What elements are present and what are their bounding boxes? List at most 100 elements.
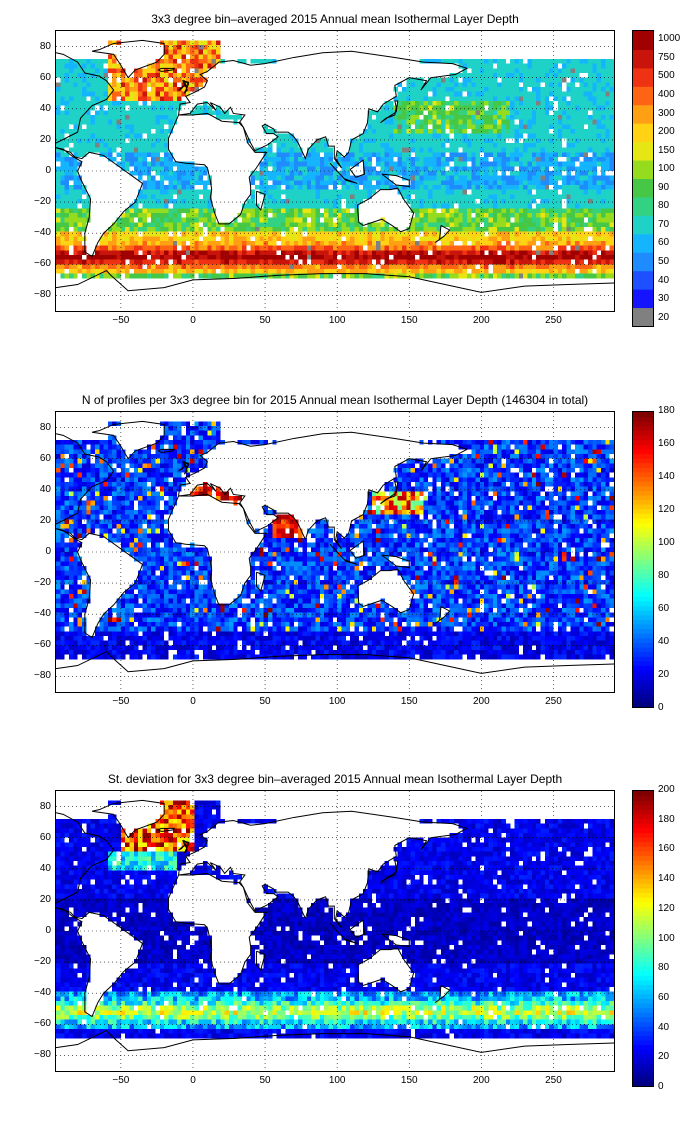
data-bin <box>302 213 307 218</box>
data-bin <box>198 59 204 64</box>
data-bin <box>497 227 502 232</box>
data-bin <box>540 273 545 279</box>
data-bin <box>164 129 169 134</box>
data-bin <box>488 213 493 218</box>
data-bin <box>497 87 502 92</box>
data-bin <box>285 138 290 144</box>
data-bin <box>259 175 264 181</box>
data-bin <box>596 73 602 78</box>
data-bin <box>384 255 390 260</box>
data-bin <box>410 119 416 125</box>
data-bin <box>324 222 329 228</box>
data-bin <box>64 203 70 209</box>
data-bin <box>609 161 614 167</box>
data-bin <box>445 245 450 251</box>
data-bin <box>466 245 472 251</box>
data-bin <box>90 129 96 134</box>
data-bin <box>549 180 554 186</box>
data-bin <box>94 119 100 125</box>
data-bin <box>337 245 342 251</box>
data-bin <box>570 143 576 148</box>
data-bin <box>276 138 282 144</box>
data-bin <box>229 259 234 265</box>
data-bin <box>445 440 450 445</box>
data-bin <box>90 115 96 120</box>
data-bin <box>583 454 589 459</box>
data-bin <box>172 49 178 55</box>
data-bin <box>168 157 173 162</box>
data-bin <box>592 133 597 139</box>
data-bin <box>159 185 165 190</box>
data-bin <box>151 189 156 195</box>
data-bin <box>376 245 381 251</box>
data-bin <box>77 222 83 228</box>
data-bin <box>570 264 576 270</box>
data-bin <box>458 87 463 92</box>
data-bin <box>449 166 455 172</box>
data-bin <box>207 231 212 237</box>
data-bin <box>484 152 489 158</box>
data-bin <box>579 199 584 204</box>
data-bin <box>337 213 342 218</box>
data-bin <box>406 115 411 120</box>
data-bin <box>129 91 134 97</box>
data-bin <box>107 449 113 455</box>
data-bin <box>479 189 485 195</box>
data-bin <box>510 175 515 181</box>
data-bin <box>479 138 485 144</box>
data-bin <box>354 147 359 153</box>
data-bin <box>272 227 277 232</box>
data-bin <box>77 77 83 83</box>
data-bin <box>531 124 537 130</box>
data-bin <box>445 203 450 209</box>
data-bin <box>138 227 143 232</box>
data-bin <box>514 227 519 232</box>
data-bin <box>583 129 589 134</box>
data-bin <box>575 259 580 265</box>
data-bin <box>280 138 286 144</box>
data-bin <box>272 217 277 223</box>
data-bin <box>605 440 610 445</box>
data-bin <box>172 250 178 256</box>
data-bin <box>406 264 411 270</box>
data-bin <box>410 87 416 92</box>
data-bin <box>56 250 61 256</box>
data-bin <box>289 264 294 270</box>
coastline <box>350 160 364 177</box>
data-bin <box>168 430 173 436</box>
data-bin <box>471 115 476 120</box>
data-bin <box>276 227 282 232</box>
data-bin <box>458 73 463 78</box>
data-bin <box>484 449 489 455</box>
data-bin <box>328 222 333 228</box>
data-bin <box>354 194 359 200</box>
data-bin <box>540 444 545 450</box>
data-bin <box>151 269 156 274</box>
data-bin <box>518 255 524 260</box>
data-bin <box>527 147 532 153</box>
data-bin <box>337 189 342 195</box>
data-bin <box>518 222 524 228</box>
data-bin <box>428 171 433 176</box>
data-bin <box>415 129 420 134</box>
data-bin <box>415 152 420 158</box>
data-bin <box>112 73 117 78</box>
data-bin <box>133 68 139 74</box>
data-bin <box>133 91 139 97</box>
data-bin <box>609 185 614 190</box>
data-bin <box>155 133 160 139</box>
data-bin <box>56 101 61 106</box>
data-bin <box>449 180 455 186</box>
data-bin <box>466 124 472 130</box>
data-bin <box>168 91 173 97</box>
data-bin <box>350 255 355 260</box>
data-bin <box>285 222 290 228</box>
data-bin <box>518 269 524 274</box>
data-bin <box>151 255 156 260</box>
data-bin <box>501 180 506 186</box>
data-bin <box>549 231 554 237</box>
data-bin <box>479 269 485 274</box>
data-bin <box>540 124 545 130</box>
data-bin <box>220 245 225 251</box>
data-bin <box>505 129 511 134</box>
